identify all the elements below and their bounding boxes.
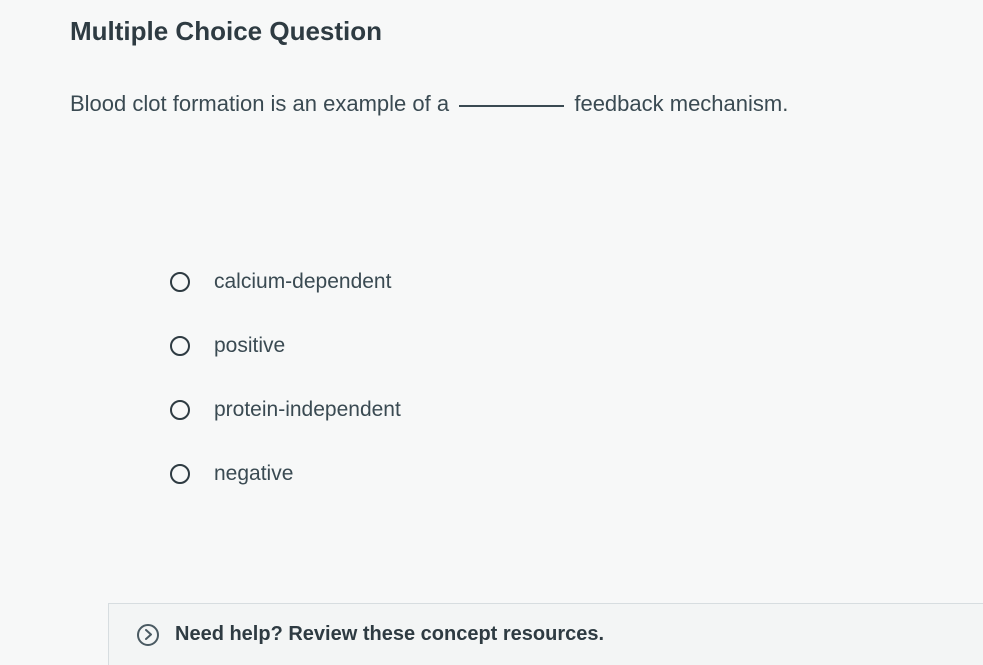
option-row[interactable]: calcium-dependent [170, 270, 943, 294]
option-row[interactable]: protein-independent [170, 398, 943, 422]
option-label: positive [214, 334, 285, 358]
option-label: negative [214, 462, 293, 486]
option-label: protein-independent [214, 398, 401, 422]
option-label: calcium-dependent [214, 270, 391, 294]
radio-icon [170, 400, 190, 420]
options-list: calcium-dependent positive protein-indep… [70, 270, 943, 486]
radio-icon [170, 464, 190, 484]
fill-in-blank [459, 105, 564, 107]
option-row[interactable]: positive [170, 334, 943, 358]
question-text-pre: Blood clot formation is an example of a [70, 91, 449, 116]
question-text-post: feedback mechanism. [574, 91, 788, 116]
option-row[interactable]: negative [170, 462, 943, 486]
question-container: Multiple Choice Question Blood clot form… [0, 0, 983, 486]
help-text: Need help? Review these concept resource… [175, 623, 604, 646]
question-type-heading: Multiple Choice Question [70, 16, 943, 47]
help-bar[interactable]: Need help? Review these concept resource… [108, 603, 983, 665]
chevron-right-icon [137, 624, 159, 646]
radio-icon [170, 336, 190, 356]
radio-icon [170, 272, 190, 292]
question-prompt: Blood clot formation is an example of a … [70, 87, 943, 120]
